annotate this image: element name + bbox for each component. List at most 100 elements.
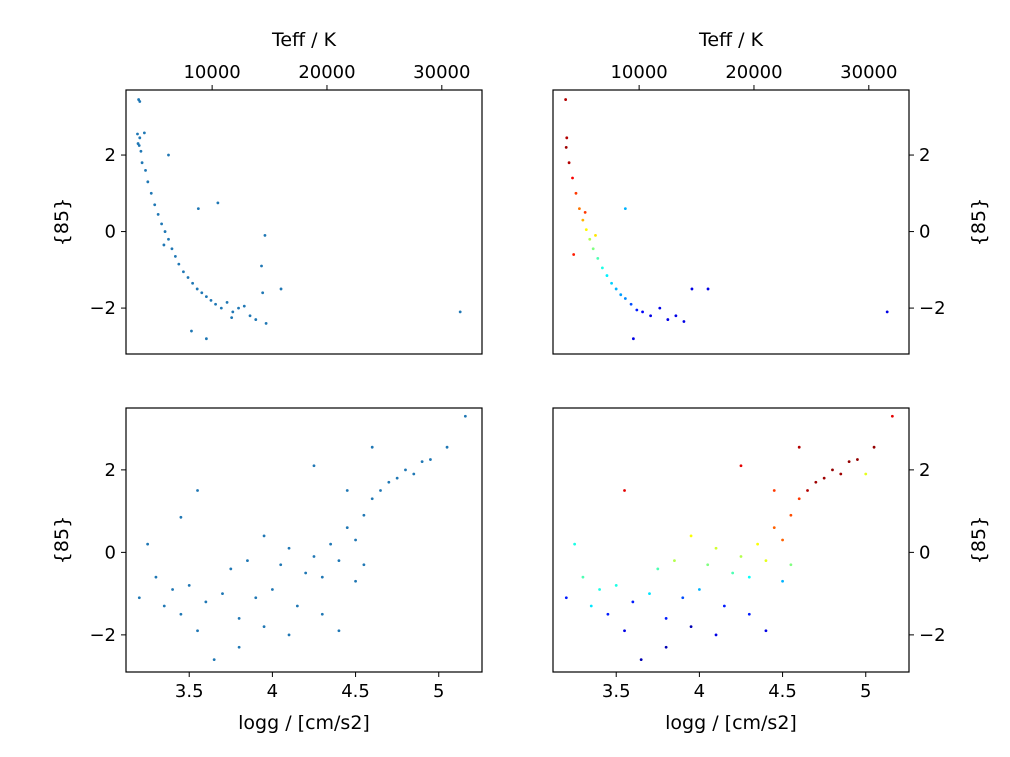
data-point xyxy=(658,306,662,310)
data-point xyxy=(822,476,826,480)
data-point xyxy=(345,526,349,530)
data-point xyxy=(614,287,618,291)
data-point xyxy=(635,308,639,312)
data-point xyxy=(564,98,568,101)
data-point xyxy=(578,207,581,211)
data-point xyxy=(739,464,743,468)
data-point xyxy=(596,256,600,260)
data-point xyxy=(674,314,678,318)
data-point xyxy=(177,262,181,266)
data-point xyxy=(856,458,859,461)
data-point xyxy=(666,318,670,321)
data-point xyxy=(354,538,357,542)
y-tick-label: 0 xyxy=(105,222,116,243)
data-point xyxy=(649,314,653,318)
data-point xyxy=(163,230,167,233)
y-tick-label: 2 xyxy=(105,145,116,166)
data-point xyxy=(689,625,693,629)
data-point xyxy=(689,534,693,538)
data-point xyxy=(781,538,784,542)
data-point xyxy=(320,575,324,579)
data-point xyxy=(212,658,216,662)
y-axis-label: {85} xyxy=(968,198,990,246)
data-point xyxy=(214,302,217,306)
data-point xyxy=(237,306,240,310)
data-point xyxy=(171,588,174,591)
data-point xyxy=(387,480,391,484)
data-point xyxy=(153,203,157,207)
y-axis-label: {85} xyxy=(968,516,990,564)
data-point xyxy=(623,207,627,211)
data-point xyxy=(320,612,324,616)
data-point xyxy=(170,247,174,251)
data-point xyxy=(565,136,569,140)
data-point xyxy=(262,625,266,629)
data-point xyxy=(885,310,889,314)
data-point xyxy=(370,497,374,501)
data-point xyxy=(445,445,449,449)
data-point xyxy=(146,180,150,184)
data-point xyxy=(225,300,229,304)
data-point xyxy=(216,201,220,205)
data-point xyxy=(572,253,576,256)
data-point xyxy=(764,629,768,633)
x-tick-label: 4.5 xyxy=(768,681,797,702)
x-axis: 3.5 4 4.5 5 logg / [cm/s2] xyxy=(175,672,444,734)
data-point xyxy=(156,212,160,216)
y-axis: −2 0 2 {85} xyxy=(51,145,126,319)
y-axis-label: {85} xyxy=(51,198,73,246)
data-point xyxy=(287,633,291,637)
data-point xyxy=(146,542,150,546)
data-point xyxy=(195,287,199,291)
data-point xyxy=(600,266,604,270)
data-point xyxy=(463,414,467,418)
data-point xyxy=(312,555,316,558)
data-point xyxy=(731,571,735,575)
data-point xyxy=(179,515,183,519)
data-point xyxy=(254,318,258,321)
y-tick-label: −2 xyxy=(89,625,116,646)
data-point xyxy=(588,237,592,241)
axes-frame xyxy=(552,407,910,673)
data-point xyxy=(747,575,751,579)
data-point xyxy=(458,310,462,314)
data-point xyxy=(839,472,843,476)
data-point xyxy=(270,588,274,591)
x-tick-label: 5 xyxy=(433,681,444,702)
data-point xyxy=(623,629,626,633)
data-point xyxy=(706,287,710,291)
data-point xyxy=(362,563,366,567)
data-point xyxy=(370,445,374,449)
data-point xyxy=(167,153,170,157)
data-point xyxy=(279,287,283,291)
data-point xyxy=(191,281,195,285)
data-point xyxy=(589,604,593,608)
data-point xyxy=(190,329,193,333)
data-point xyxy=(412,472,416,476)
panel-top-left: 10000 20000 30000 Teff / K −2 0 2 {85} xyxy=(51,29,483,355)
data-point xyxy=(221,592,224,596)
data-point xyxy=(831,468,834,472)
data-point xyxy=(781,579,784,583)
data-point xyxy=(304,571,308,575)
data-point xyxy=(139,149,143,153)
data-point xyxy=(623,297,627,300)
data-point xyxy=(142,131,146,135)
y-axis: −2 0 2 {85} xyxy=(909,145,990,319)
axes-frame xyxy=(125,407,483,673)
data-point xyxy=(789,513,793,517)
data-point xyxy=(137,144,141,147)
data-point xyxy=(681,596,685,600)
y-tick-label: 2 xyxy=(919,460,930,481)
panel-bottom-right: 3.5 4 4.5 5 logg / [cm/s2] −2 0 2 {85} xyxy=(552,407,990,734)
x-tick-label: 4 xyxy=(267,681,278,702)
data-point xyxy=(623,489,626,492)
data-point xyxy=(229,567,233,571)
y-axis: −2 0 2 {85} xyxy=(51,460,126,646)
data-point xyxy=(631,337,635,341)
data-point xyxy=(606,612,610,616)
data-point xyxy=(196,489,199,492)
data-point xyxy=(345,489,349,492)
